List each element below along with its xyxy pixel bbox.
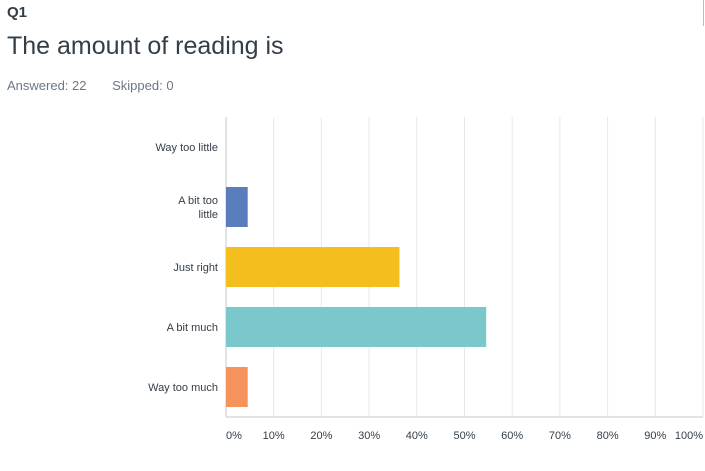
question-number: Q1	[7, 4, 28, 21]
x-tick-label: 60%	[501, 430, 523, 442]
category-label: little	[198, 209, 218, 221]
question-title: The amount of reading is	[7, 32, 284, 60]
category-label: A bit much	[167, 322, 218, 334]
x-tick-label: 30%	[358, 430, 380, 442]
category-label: Way too much	[148, 382, 218, 394]
bar	[226, 367, 248, 407]
x-tick-label: 40%	[406, 430, 428, 442]
x-tick-label: 70%	[549, 430, 571, 442]
x-tick-label: 90%	[644, 430, 666, 442]
x-tick-label: 10%	[263, 430, 285, 442]
category-label: Way too little	[155, 142, 218, 154]
category-label: A bit too	[178, 195, 218, 207]
answered-count: Answered: 22	[7, 78, 87, 93]
skipped-count: Skipped: 0	[112, 78, 174, 93]
x-tick-label: 0%	[226, 430, 242, 442]
x-tick-label: 80%	[597, 430, 619, 442]
bar	[226, 307, 487, 347]
response-stats: Answered: 22 Skipped: 0	[7, 78, 196, 93]
x-tick-label: 50%	[453, 430, 475, 442]
bar	[226, 247, 400, 287]
x-tick-label: 100%	[675, 430, 703, 442]
panel-divider	[703, 0, 704, 26]
x-tick-label: 20%	[310, 430, 332, 442]
bar	[226, 187, 248, 227]
category-label: Just right	[173, 262, 218, 274]
